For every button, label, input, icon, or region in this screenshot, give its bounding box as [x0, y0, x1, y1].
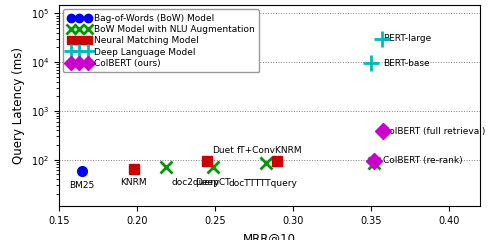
- Text: BERT-base: BERT-base: [384, 59, 430, 68]
- Text: docTTTTTquery: docTTTTTquery: [229, 179, 298, 188]
- Text: ColBERT (re-rank): ColBERT (re-rank): [384, 156, 463, 165]
- Text: ColBERT (full retrieval): ColBERT (full retrieval): [384, 127, 486, 136]
- Text: fT+ConvKNRM: fT+ConvKNRM: [237, 146, 302, 155]
- Text: KNRM: KNRM: [121, 178, 147, 187]
- Text: Duet: Duet: [212, 146, 234, 155]
- X-axis label: MRR@10: MRR@10: [243, 232, 296, 240]
- Text: BM25: BM25: [70, 181, 95, 190]
- Y-axis label: Query Latency (ms): Query Latency (ms): [12, 47, 25, 164]
- Text: BERT-large: BERT-large: [384, 34, 432, 43]
- Legend: Bag-of-Words (BoW) Model, BoW Model with NLU Augmentation, Neural Matching Model: Bag-of-Words (BoW) Model, BoW Model with…: [63, 9, 259, 72]
- Text: DeepCT: DeepCT: [196, 178, 231, 187]
- Text: doc2query: doc2query: [171, 178, 220, 187]
